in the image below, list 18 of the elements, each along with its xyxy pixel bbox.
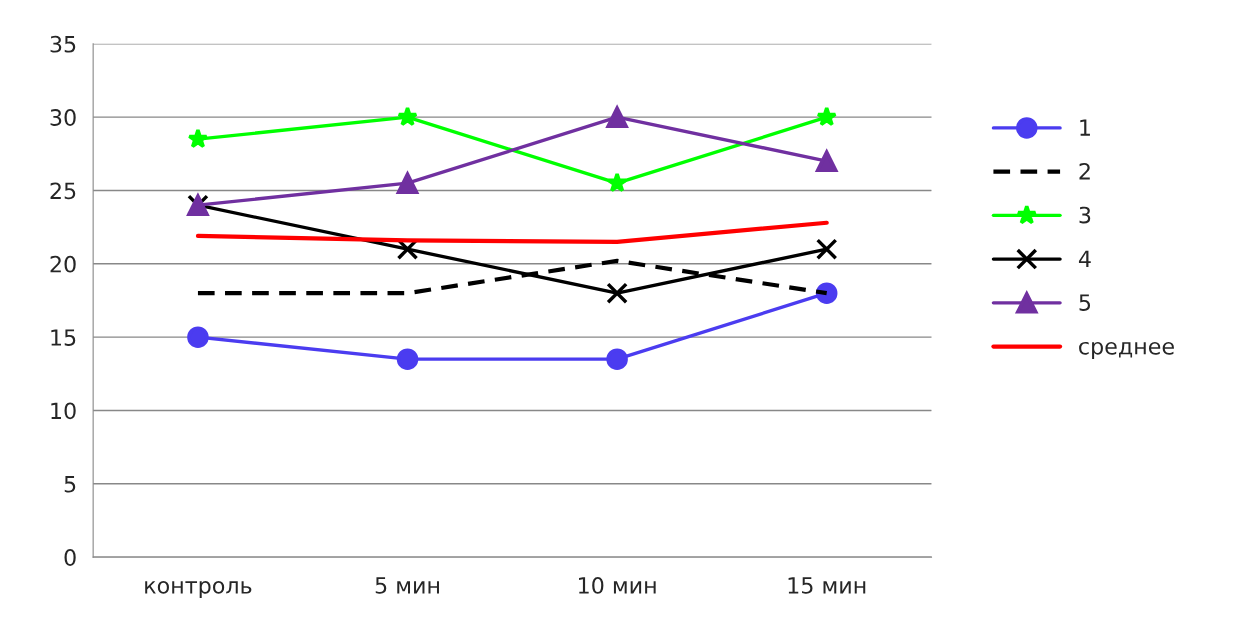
y-tick-label: 5 xyxy=(64,476,76,493)
x-tick-label: 10 мин xyxy=(579,576,656,594)
x-tick-label: 15 мин xyxy=(788,577,866,594)
y-tick-label: 20 xyxy=(50,255,76,273)
y-tick-label: 0 xyxy=(64,549,76,566)
y-tick-label: 30 xyxy=(50,109,76,126)
x-tick-label: контроль xyxy=(145,581,252,599)
y-tick-label: 25 xyxy=(50,182,76,200)
y-tick-label: 15 xyxy=(51,329,76,346)
y-tick-label: 10 xyxy=(51,402,76,420)
legend-label: 4 xyxy=(1078,250,1091,267)
legend-label: 3 xyxy=(1079,206,1091,224)
legend-label: 5 xyxy=(1079,294,1091,311)
x-tick-label: 5 мин xyxy=(375,577,439,594)
y-tick-label: 35 xyxy=(50,35,76,53)
legend-label: 2 xyxy=(1079,162,1090,180)
legend-label: 1 xyxy=(1080,119,1090,136)
legend-label: среднее xyxy=(1079,341,1174,359)
